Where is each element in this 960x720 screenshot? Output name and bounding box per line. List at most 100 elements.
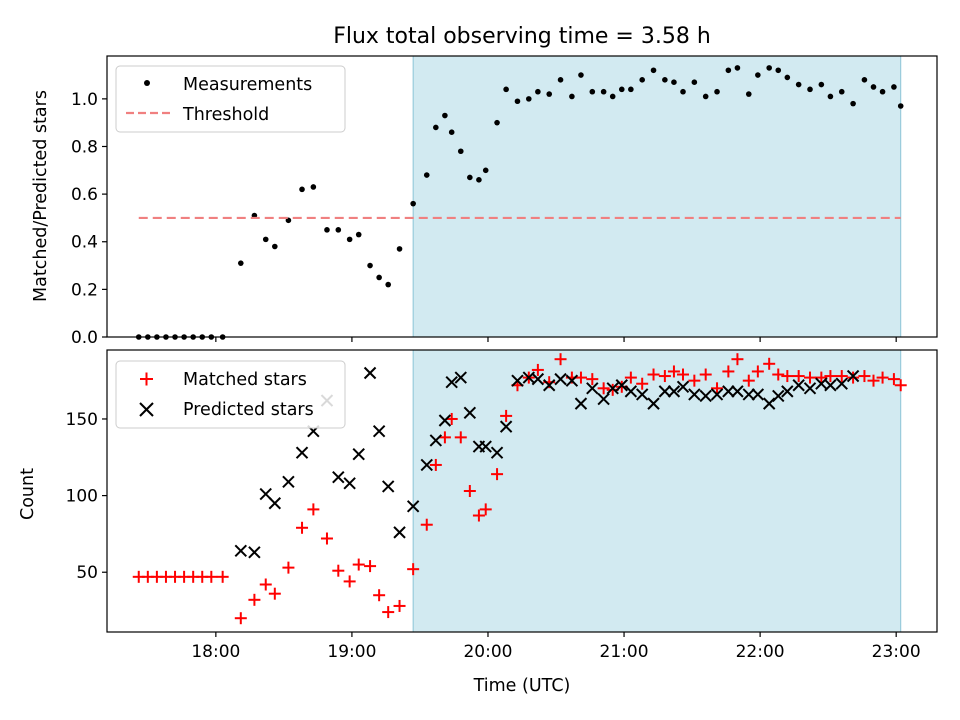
bottom-y-axis-label: Count [18, 468, 38, 520]
predicted-star-point [372, 425, 386, 438]
predicted-star-point [615, 379, 628, 392]
top-y-axis-label: Matched/Predicted stars [31, 90, 51, 302]
matched-star-point [867, 374, 880, 387]
predicted-star-point [647, 397, 660, 410]
predicted-star-point [463, 406, 477, 420]
predicted-star-point [479, 440, 492, 453]
top-legend-box [115, 65, 346, 133]
measurement-point [795, 81, 802, 88]
observing-window-bottom [412, 349, 902, 633]
bottom-x-ticks: 18:00 19:00 20:00 21:00 22:00 23:00 [191, 632, 921, 662]
matched-star-point [751, 365, 764, 378]
matched-star-point [429, 458, 442, 471]
measurement-point [237, 260, 244, 266]
measurement-point [457, 148, 464, 155]
measurement-point [385, 281, 392, 288]
matched-star-point [887, 373, 900, 386]
predicted-star-point [554, 372, 567, 386]
matched-star-point [407, 563, 420, 576]
measurement-point [569, 93, 575, 100]
matched-star-point [463, 485, 476, 497]
matched-star-point [332, 564, 345, 577]
matched-star-point [667, 365, 680, 378]
predicted-star-point [511, 374, 524, 387]
predicted-star-point [635, 388, 649, 401]
x-tick-label: 20:00 [463, 642, 512, 662]
observing-window [412, 55, 902, 338]
matched-star-point [320, 532, 333, 545]
legend-matched-label: Matched stars [183, 370, 307, 390]
matched-star-point [382, 606, 395, 619]
measurement-point [600, 88, 607, 95]
matched-star-point [364, 560, 377, 573]
measurement-point [680, 88, 686, 95]
measurement-point [818, 81, 825, 88]
matched-star-point [699, 368, 712, 381]
matched-star-point [815, 371, 828, 384]
predicted-star-point [234, 544, 248, 557]
predicted-star-point [381, 480, 395, 493]
y-tick-label: 0.6 [71, 185, 98, 205]
measurement-point [503, 86, 509, 93]
matched-star-point [847, 371, 860, 384]
predicted-star-point [531, 372, 545, 386]
matched-star-point [472, 509, 485, 522]
matched-star-point [731, 353, 744, 366]
measurement-point [861, 77, 868, 83]
x-tick-label: 18:00 [191, 642, 240, 662]
predicted-star-point [676, 380, 690, 393]
x-axis-label: Time (UTC) [473, 676, 571, 696]
measurement-point [557, 77, 564, 83]
matched-star-point [597, 382, 610, 395]
matched-star-point [711, 382, 724, 395]
legend-threshold-label: Threshold [182, 105, 269, 125]
measurement-point [891, 84, 897, 90]
predicted-star-point [543, 379, 556, 392]
bottom-y-ticks: 50 100 150 [66, 410, 107, 583]
matched-star-point [763, 357, 776, 370]
matched-star-point [677, 368, 690, 381]
matched-star-point [205, 570, 218, 583]
predicted-star-point [574, 397, 588, 410]
matched-star-point [824, 370, 837, 383]
measurement-point [838, 88, 845, 95]
y-tick-label: 0.8 [71, 137, 98, 157]
measurement-point [355, 231, 362, 238]
matched-star-point [343, 575, 356, 588]
measurement-point [346, 236, 353, 243]
matched-star-point [268, 587, 281, 600]
measurement-point [299, 186, 305, 193]
predicted-star-point [363, 366, 377, 380]
y-tick-label: 100 [66, 487, 98, 507]
predicted-star-point [699, 389, 712, 403]
measurement-point [423, 172, 430, 178]
legend-predicted-marker [139, 402, 154, 417]
predicted-star-point [751, 388, 765, 401]
measurement-point [671, 79, 677, 85]
measurement-point [807, 86, 813, 93]
measurement-point [766, 65, 772, 71]
measurement-point [850, 100, 856, 107]
x-tick-label: 22:00 [736, 642, 785, 662]
bottom-legend-box [115, 360, 346, 429]
matched-star-point [373, 589, 386, 602]
measurement-point [870, 84, 877, 90]
y-tick-label: 0.2 [71, 280, 98, 300]
observing-window-top [412, 55, 902, 338]
measurement-point [755, 72, 761, 78]
predicted-star-point [490, 446, 504, 459]
matched-star-point [393, 599, 406, 612]
predicted-star-point [586, 382, 599, 395]
measurement-point [589, 88, 596, 95]
predicted-star-point [624, 385, 638, 398]
predicted-star-point [393, 526, 406, 539]
measurement-point [396, 246, 403, 252]
x-tick-label: 23:00 [872, 642, 921, 662]
matched-star-point [876, 371, 889, 384]
predicted-star-point [667, 385, 681, 398]
matched-star-point [234, 612, 247, 625]
measurement-point [897, 103, 904, 109]
predicted-star-point [352, 448, 365, 461]
matched-star-point [658, 370, 671, 383]
